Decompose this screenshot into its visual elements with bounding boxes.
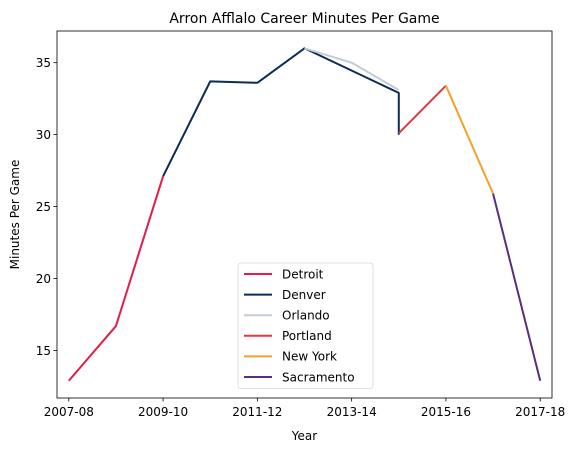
legend-label: Denver xyxy=(282,288,326,302)
series-line-orlando xyxy=(304,47,400,91)
x-tick-label: 2009-10 xyxy=(138,405,188,419)
y-axis: 15 20 25 30 35 xyxy=(36,56,57,358)
legend-label: Sacramento xyxy=(282,370,355,384)
legend-label: Orlando xyxy=(282,309,330,323)
y-tick-label: 15 xyxy=(36,344,51,358)
series-line-sacramento xyxy=(492,193,542,381)
series-line-detroit xyxy=(68,176,165,382)
legend-label: New York xyxy=(282,350,337,364)
y-axis-label: Minutes Per Game xyxy=(8,160,22,270)
x-axis-label: Year xyxy=(291,429,317,443)
series-line-new-york xyxy=(445,85,494,195)
y-tick-label: 25 xyxy=(36,200,51,214)
chart-title: Arron Afflalo Career Minutes Per Game xyxy=(169,11,439,27)
y-tick-label: 30 xyxy=(36,128,51,142)
x-tick-label: 2015-16 xyxy=(421,405,471,419)
y-tick-label: 35 xyxy=(36,56,51,70)
legend-label: Portland xyxy=(282,329,332,343)
x-tick-label: 2013-14 xyxy=(327,405,377,419)
y-tick-label: 20 xyxy=(36,272,51,286)
series-line-portland xyxy=(398,84,447,134)
x-tick-label: 2011-12 xyxy=(232,405,282,419)
legend-label: Detroit xyxy=(282,267,324,281)
plot-frame xyxy=(56,30,553,399)
x-axis: 2007-08 2009-10 2011-12 2013-14 2015-16 2017-… xyxy=(44,398,565,419)
series-layer xyxy=(68,47,542,382)
x-tick-label: 2017-18 xyxy=(515,405,565,419)
x-tick-label: 2007-08 xyxy=(44,405,94,419)
series-line-denver xyxy=(162,47,400,177)
legend: Detroit Denver Orlando Portland New York Sacr… xyxy=(237,262,374,389)
